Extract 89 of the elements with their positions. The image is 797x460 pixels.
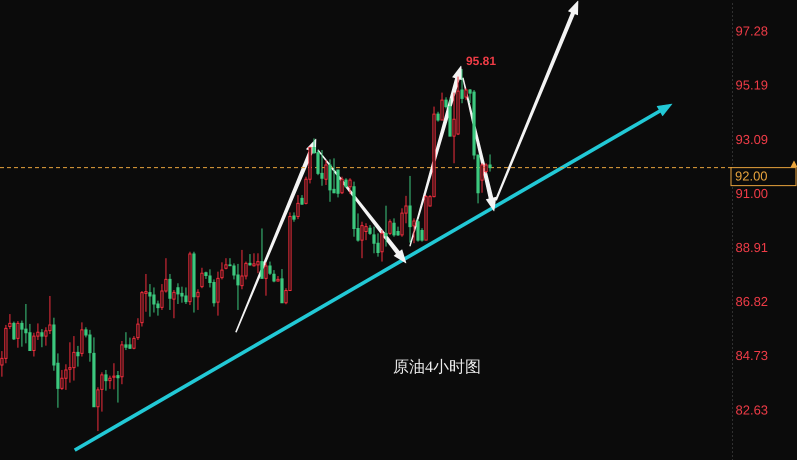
y-tick-label: 88.91: [736, 240, 768, 256]
candlestick: [216, 271, 220, 316]
candlestick: [408, 175, 412, 244]
candlestick: [132, 336, 136, 350]
candlestick: [48, 295, 52, 335]
candlestick: [392, 218, 396, 238]
annotation: 原油4小时图: [393, 358, 482, 376]
candlestick: [128, 337, 132, 350]
candlestick: [116, 370, 120, 404]
candlestick: [336, 168, 340, 198]
candlestick: [380, 230, 384, 262]
y-tick-label: 95.19: [736, 78, 768, 93]
candlestick: [16, 320, 20, 348]
candlestick: [196, 288, 200, 310]
candlestick: [32, 332, 36, 358]
candlestick: [100, 372, 104, 412]
candlestick: [292, 212, 296, 222]
candlestick: [20, 320, 24, 348]
y-tick-label: 86.82: [736, 294, 768, 310]
candlestick: [268, 261, 272, 276]
y-tick-label: 84.73: [736, 348, 768, 364]
candlestick: [372, 226, 376, 254]
candlestick: [300, 194, 304, 206]
candlestick: [480, 162, 484, 194]
candlestick: [256, 252, 260, 274]
candlestick: [8, 314, 12, 330]
candlestick: [436, 111, 440, 122]
candlestick: [184, 286, 188, 304]
candlestick: [376, 232, 380, 258]
candlestick: [388, 218, 392, 236]
candlestick: [108, 375, 112, 390]
candlestick: [224, 258, 228, 270]
annotation: 95.81: [466, 54, 496, 68]
candlestick: [76, 345, 80, 368]
candlestick: [44, 326, 48, 346]
candlestick: [72, 336, 76, 382]
candlestick: [172, 290, 176, 319]
candlestick: [260, 228, 264, 279]
candlestick: [316, 150, 320, 176]
candlestick: [412, 218, 416, 244]
candlestick: [168, 273, 172, 310]
ref-line-label: 92.00: [735, 168, 768, 184]
y-tick-label: 82.63: [736, 402, 768, 418]
y-tick-label: 97.28: [736, 24, 768, 39]
candlestick: [364, 222, 368, 241]
candlestick: [64, 364, 68, 390]
candlestick: [112, 362, 116, 390]
candlestick: [324, 160, 328, 186]
candlestick: [240, 249, 244, 290]
candlestick: [264, 262, 268, 296]
candlestick: [220, 262, 224, 280]
candlestick: [384, 205, 388, 248]
candlestick: [320, 150, 324, 186]
candlestick: [368, 224, 372, 236]
candlestick: [152, 286, 156, 314]
candlestick: [340, 176, 344, 195]
candlestick: [60, 369, 64, 390]
candlestick: [88, 329, 92, 362]
candlestick: [296, 194, 300, 220]
candlestick: [332, 158, 336, 194]
candlestick: [280, 268, 284, 304]
candlestick: [348, 178, 352, 195]
candlestick: [360, 221, 364, 259]
candlestick: [80, 322, 84, 358]
candlestick: [452, 92, 456, 164]
candlestick: [28, 323, 32, 352]
candlestick: [176, 282, 180, 304]
y-tick-label: 91.00: [736, 186, 768, 202]
candlestick: [396, 226, 400, 236]
candlestick: [400, 208, 404, 238]
candlestick: [464, 88, 468, 101]
candlestick: [12, 321, 16, 340]
candlestick: [40, 328, 44, 348]
candlestick: [136, 318, 140, 340]
y-tick-label: 93.09: [736, 132, 768, 147]
candlestick: [68, 342, 72, 384]
candlestick: [200, 267, 204, 289]
candlestick: [488, 154, 492, 172]
candlestick: [124, 332, 128, 351]
candlestick: [440, 92, 444, 122]
candlestick: [180, 286, 184, 304]
candlestick: [212, 278, 216, 308]
candlestick: [148, 284, 152, 318]
candlestick: [272, 270, 276, 283]
candlestick: [252, 252, 256, 268]
candlestick: [104, 369, 108, 392]
candlestick: [460, 68, 464, 104]
candlestick: [416, 218, 420, 242]
candlestick: [236, 263, 240, 310]
